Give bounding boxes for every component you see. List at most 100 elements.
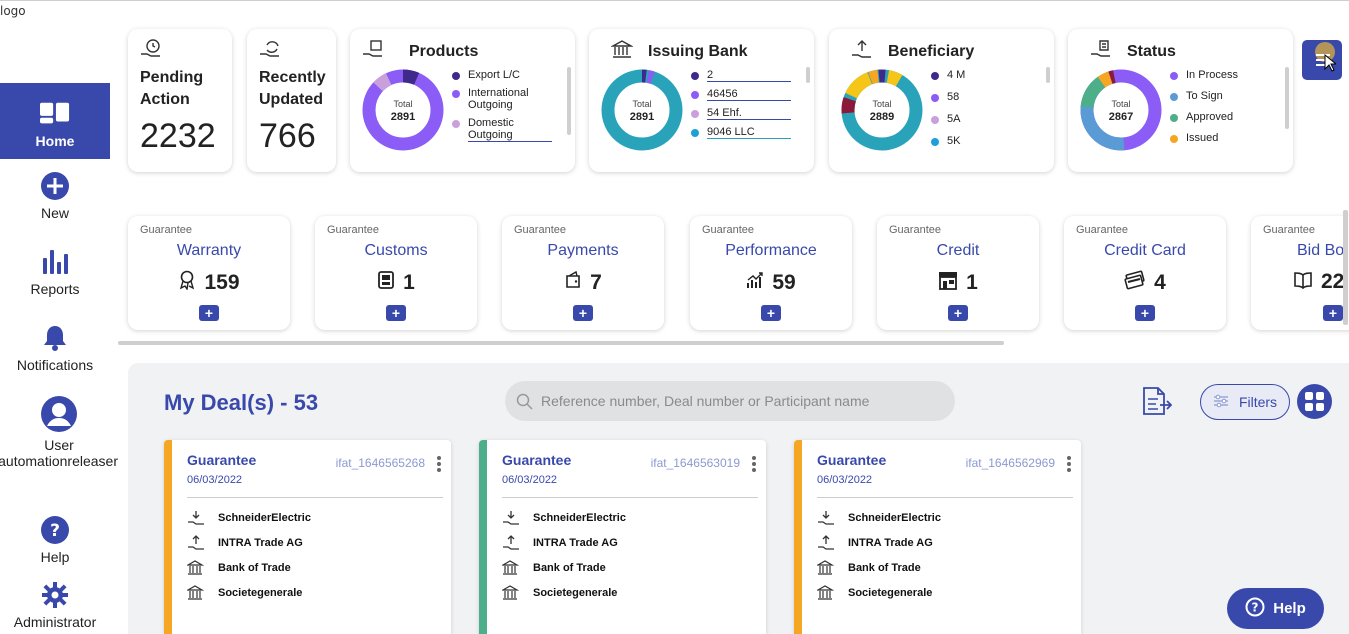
- add-credit-button[interactable]: +: [948, 305, 968, 321]
- divider: [502, 497, 758, 498]
- help-button[interactable]: ? Help: [1227, 588, 1324, 629]
- legend-item[interactable]: 2: [691, 69, 791, 82]
- legend-item[interactable]: 46456: [691, 88, 791, 101]
- status-stripe: [164, 440, 172, 634]
- username: automationreleaser: [0, 453, 118, 469]
- sidebar-item-user[interactable]: User automationreleaser: [0, 395, 118, 469]
- grid-view-button[interactable]: [1297, 384, 1332, 419]
- sidebar-item-notifications[interactable]: Notifications: [0, 323, 110, 373]
- deal-type: Guarantee: [817, 452, 887, 468]
- legend-item[interactable]: Export L/C: [452, 69, 552, 81]
- deals-title: My Deal(s) - 53: [164, 390, 319, 415]
- legend-scrollbar[interactable]: [1285, 67, 1289, 129]
- legend-item[interactable]: 5K: [931, 135, 1031, 147]
- legend-label: 9046 LLC: [707, 126, 791, 139]
- sidebar-item-label: Help: [40, 549, 70, 565]
- deal-search[interactable]: [505, 381, 955, 421]
- recently-updated-card[interactable]: Recently Updated 766: [247, 29, 336, 172]
- more-options-icon[interactable]: [1067, 456, 1071, 474]
- card-subtitle: Guarantee: [1076, 224, 1128, 236]
- beneficiary-card[interactable]: Beneficiary Total 2889 4 M 58 5A 5K: [829, 29, 1054, 172]
- legend-item[interactable]: Domestic Outgoing: [452, 117, 552, 142]
- deal-card[interactable]: Guarantee 06/03/2022 ifat_1646562969 Sch…: [794, 440, 1081, 634]
- export-document-icon: [1143, 387, 1173, 415]
- add-payments-button[interactable]: +: [573, 305, 593, 321]
- legend-dot: [691, 110, 699, 118]
- legend-dot: [691, 91, 699, 99]
- status-card[interactable]: Status Total 2867 In Process To Sign App…: [1068, 29, 1293, 172]
- legend-item[interactable]: 54 Ehf.: [691, 107, 791, 120]
- legend-item[interactable]: 58: [931, 91, 1031, 103]
- legend-item[interactable]: 9046 LLC: [691, 126, 791, 139]
- more-options-icon[interactable]: [437, 456, 441, 474]
- guarantee-card-bid-bond[interactable]: Guarantee Bid Bo 22 +: [1251, 216, 1349, 330]
- sidebar-item-help[interactable]: ? Help: [0, 515, 110, 565]
- legend-item[interactable]: 5A: [931, 113, 1031, 125]
- legend-dot: [452, 120, 460, 128]
- bank-up-icon: [502, 585, 520, 600]
- legend-item[interactable]: Approved: [1170, 111, 1270, 123]
- legend-item[interactable]: To Sign: [1170, 90, 1270, 102]
- legend-scrollbar[interactable]: [1046, 67, 1050, 83]
- legend-item[interactable]: 4 M: [931, 69, 1031, 81]
- menu-icon: [1316, 54, 1330, 56]
- search-input[interactable]: [541, 381, 941, 421]
- vertical-scrollbar[interactable]: [1343, 210, 1348, 325]
- donut-total-value: 2889: [870, 111, 894, 123]
- donut-total-value: 2891: [391, 111, 415, 123]
- card-title: Bid Bo: [1297, 242, 1345, 259]
- card-subtitle: Guarantee: [514, 224, 566, 236]
- sidebar-item-home[interactable]: Home: [0, 83, 110, 159]
- legend-item[interactable]: Issued: [1170, 132, 1270, 144]
- products-legend: Export L/C International Outgoing Domest…: [452, 69, 552, 148]
- deal-card[interactable]: Guarantee 06/03/2022 ifat_1646565268 Sch…: [164, 440, 451, 634]
- add-warranty-button[interactable]: +: [199, 305, 219, 321]
- legend-scrollbar[interactable]: [806, 67, 810, 83]
- add-performance-button[interactable]: +: [761, 305, 781, 321]
- add-credit-card-button[interactable]: +: [1135, 305, 1155, 321]
- guarantee-card-payments[interactable]: Guarantee Payments 7 +: [502, 216, 664, 330]
- avatar: [40, 395, 78, 433]
- deal-reference: ifat_1646562969: [965, 456, 1055, 470]
- guarantee-card-performance[interactable]: Guarantee Performance 59 +: [690, 216, 852, 330]
- guarantee-card-credit-card[interactable]: Guarantee Credit Card 4 +: [1064, 216, 1226, 330]
- legend-scrollbar[interactable]: [567, 67, 571, 135]
- legend-label: To Sign: [1186, 90, 1223, 102]
- filters-button[interactable]: Filters: [1200, 384, 1290, 420]
- add-customs-button[interactable]: +: [386, 305, 406, 321]
- pending-action-card[interactable]: Pending Action 2232: [128, 29, 232, 172]
- legend-label: Approved: [1186, 111, 1234, 123]
- download-hand-icon: [503, 511, 519, 525]
- guarantee-card-customs[interactable]: Guarantee Customs 1 +: [315, 216, 477, 330]
- sidebar-item-new[interactable]: New: [0, 171, 110, 221]
- issuing-bank-card[interactable]: Issuing Bank Total 2891 2 46456 54 Ehf. …: [589, 29, 814, 172]
- cursor-icon: [1324, 54, 1336, 72]
- status-stripe: [794, 440, 802, 634]
- products-card[interactable]: Products Total 2891 Export L/C Internati…: [350, 29, 575, 172]
- add-bid-bond-button[interactable]: +: [1323, 305, 1343, 321]
- legend-item[interactable]: International Outgoing: [452, 87, 552, 111]
- sidebar-item-label: Administrator: [13, 614, 97, 630]
- export-button[interactable]: [1140, 386, 1173, 423]
- sidebar-item-administrator[interactable]: Administrator: [0, 580, 110, 630]
- legend-dot: [1170, 93, 1178, 101]
- sidebar-item-label: Notifications: [16, 357, 94, 373]
- more-options-icon[interactable]: [752, 456, 756, 474]
- guarantee-count: 22: [1321, 270, 1345, 293]
- legend-label: 4 M: [947, 69, 966, 81]
- deal-card[interactable]: Guarantee 06/03/2022 ifat_1646563019 Sch…: [479, 440, 766, 634]
- legend-item[interactable]: In Process: [1170, 69, 1270, 81]
- status-stripe: [479, 440, 487, 634]
- sidebar-item-reports[interactable]: Reports: [0, 247, 110, 297]
- party-advising-bank: Societegenerale: [187, 585, 302, 601]
- guarantee-card-warranty[interactable]: Guarantee Warranty 159 +: [128, 216, 290, 330]
- sidebar-item-label: Home: [35, 133, 75, 149]
- horizontal-scrollbar[interactable]: [118, 341, 1004, 345]
- party-advising-bank: Societegenerale: [817, 585, 932, 601]
- menu-button[interactable]: [1302, 40, 1342, 80]
- party-beneficiary: INTRA Trade AG: [817, 535, 933, 551]
- card-title: Issuing Bank: [648, 43, 748, 60]
- legend-dot: [452, 90, 460, 98]
- guarantee-card-credit[interactable]: Guarantee Credit 1 +: [877, 216, 1039, 330]
- bank-down-icon: [502, 560, 520, 575]
